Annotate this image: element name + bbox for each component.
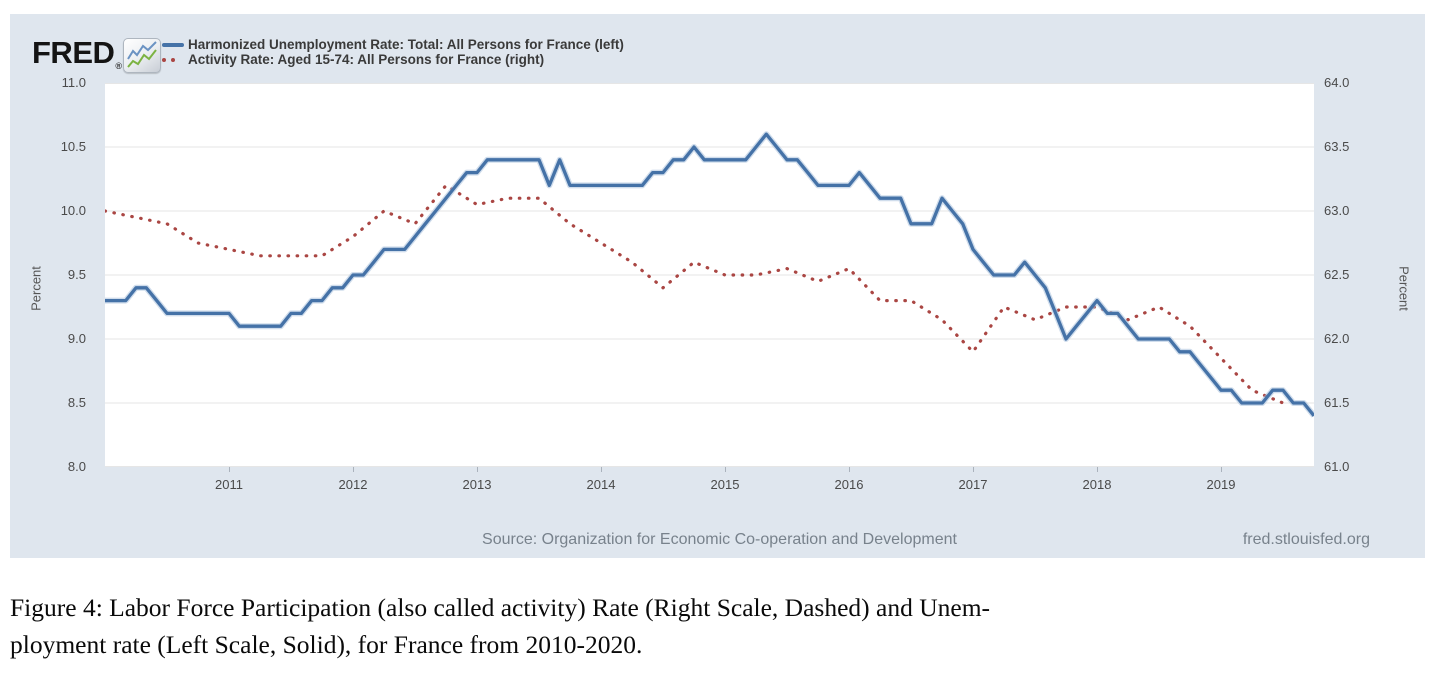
- x-axis-year-label: 2015: [710, 477, 740, 492]
- x-axis-year-label: 2016: [834, 477, 864, 492]
- right-axis-tick-label: 62.5: [1324, 267, 1350, 282]
- right-axis-title: Percent: [1396, 266, 1412, 311]
- x-axis-year-label: 2019: [1206, 477, 1236, 492]
- caption-line-1: Figure 4: Labor Force Participation (als…: [10, 593, 991, 622]
- registered-trademark-icon: ®: [115, 61, 122, 71]
- x-axis-tick: [725, 467, 726, 472]
- right-axis-tick-label: 64.0: [1324, 75, 1350, 90]
- x-axis-year-label: 2018: [1082, 477, 1112, 492]
- legend-item-unemployment: Harmonized Unemployment Rate: Total: All…: [162, 37, 624, 52]
- left-axis-tick-label: 9.5: [67, 267, 86, 282]
- fred-logo-text: FRED: [32, 35, 115, 70]
- legend-label-unemployment: Harmonized Unemployment Rate: Total: All…: [188, 37, 624, 52]
- figure-caption: Figure 4: Labor Force Participation (als…: [10, 589, 1430, 663]
- left-axis-tick-label: 10.0: [60, 203, 86, 218]
- right-axis-tick-label: 62.0: [1324, 331, 1350, 346]
- x-axis-year-label: 2011: [215, 477, 243, 492]
- x-axis-year-label: 2013: [462, 477, 492, 492]
- x-axis-tick: [1221, 467, 1222, 472]
- x-axis-tick: [973, 467, 974, 472]
- legend-label-activity: Activity Rate: Aged 15-74: All Persons f…: [188, 52, 545, 67]
- x-axis-year-label: 2014: [586, 477, 616, 492]
- x-axis-year-label: 2017: [958, 477, 988, 492]
- left-axis-tick-label: 11.0: [61, 75, 86, 90]
- x-axis-tick: [353, 467, 354, 472]
- right-axis-tick-label: 61.0: [1324, 459, 1350, 474]
- x-axis-tick: [601, 467, 602, 472]
- source-note: Source: Organization for Economic Co-ope…: [482, 531, 957, 548]
- left-axis-tick-label: 10.5: [60, 139, 86, 154]
- left-axis-tick-label: 8.5: [67, 395, 86, 410]
- legend: Harmonized Unemployment Rate: Total: All…: [162, 37, 624, 67]
- left-axis-tick-label: 8.0: [67, 459, 86, 474]
- x-axis-tick: [229, 467, 230, 472]
- right-axis-tick-label: 63.0: [1324, 203, 1350, 218]
- right-axis-tick-label: 63.5: [1324, 139, 1350, 154]
- fred-logo[interactable]: FRED®: [32, 35, 122, 71]
- x-axis-year-label: 2012: [338, 477, 368, 492]
- legend-item-activity: Activity Rate: Aged 15-74: All Persons f…: [162, 52, 624, 67]
- x-axis-tick: [1097, 467, 1098, 472]
- left-axis-tick-label: 9.0: [67, 331, 86, 346]
- dotted-line-swatch: [162, 57, 188, 62]
- plot-area: [105, 83, 1314, 467]
- fred-chart-icon: [123, 38, 161, 73]
- solid-line-swatch: [162, 42, 188, 47]
- fred-site-link[interactable]: fred.stlouisfed.org: [1242, 531, 1370, 548]
- left-axis-title: Percent: [28, 266, 44, 311]
- chart-canvas: [105, 83, 1314, 467]
- x-axis-tick: [849, 467, 850, 472]
- caption-line-2: ployment rate (Left Scale, Solid), for F…: [10, 630, 643, 659]
- right-axis-tick-label: 61.5: [1324, 395, 1350, 410]
- x-axis-tick: [477, 467, 478, 472]
